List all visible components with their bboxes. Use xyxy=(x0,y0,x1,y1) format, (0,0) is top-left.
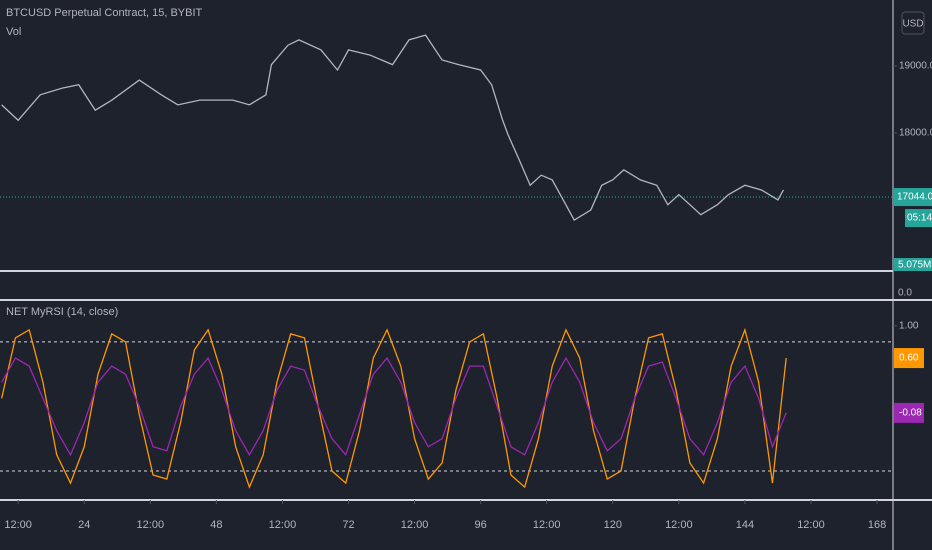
currency-label[interactable]: USD xyxy=(902,19,923,30)
indicator-title: NET MyRSI (14, close) xyxy=(6,306,118,318)
countdown-box xyxy=(905,209,932,228)
volume-axis-tick: 0.0 xyxy=(898,288,912,299)
x-tick-label: 12:00 xyxy=(269,519,297,531)
y-tick-label: 1.00 xyxy=(899,320,919,331)
y-tick-label: 18000.0 xyxy=(899,128,932,139)
x-tick-label: 48 xyxy=(210,519,222,531)
x-tick-label: 12:00 xyxy=(797,519,825,531)
x-tick-label: 12:00 xyxy=(401,519,429,531)
x-tick-label: 12:00 xyxy=(137,519,165,531)
study-label: Vol xyxy=(6,26,21,38)
last-value-box xyxy=(894,348,924,369)
series-line xyxy=(1,327,787,489)
x-tick-label: 96 xyxy=(475,519,487,531)
x-tick-label: 168 xyxy=(868,519,886,531)
last-price-box xyxy=(894,188,932,207)
y-tick-label: 19000.0 xyxy=(899,61,932,72)
countdown-label: 05:14 xyxy=(907,213,932,224)
last-price-label: 17044.0 xyxy=(897,192,932,203)
volume-label: 5.075M xyxy=(898,260,931,271)
x-tick-label: 12:00 xyxy=(533,519,561,531)
x-tick-label: 144 xyxy=(736,519,754,531)
symbol-title: BTCUSD Perpetual Contract, 15, BYBIT xyxy=(6,7,203,19)
last-value-label: -0.08 xyxy=(899,408,922,419)
last-value-box xyxy=(894,402,924,423)
x-tick-label: 12:00 xyxy=(4,519,32,531)
last-value-label: 0.60 xyxy=(899,353,919,364)
series-line xyxy=(1,34,785,221)
x-tick-label: 72 xyxy=(342,519,354,531)
x-tick-label: 12:00 xyxy=(665,519,693,531)
x-tick-label: 120 xyxy=(604,519,622,531)
currency-button[interactable] xyxy=(901,11,925,35)
x-tick-label: 24 xyxy=(78,519,90,531)
series-line xyxy=(1,356,787,457)
volume-label-box xyxy=(894,258,932,271)
